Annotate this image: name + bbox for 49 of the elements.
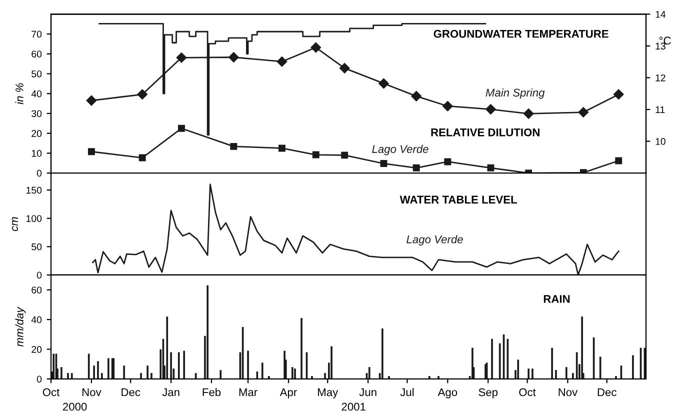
x-tick-label: Apr: [280, 388, 297, 398]
y-tick-label: 50: [32, 70, 42, 78]
x-tick-label: Ago: [438, 388, 458, 398]
y-tick-label: 150: [26, 186, 42, 194]
text: 2001: [342, 402, 366, 411]
text: 2000: [63, 402, 87, 411]
series-label: Lago Verde: [406, 235, 463, 246]
series-label: Lago Verde: [372, 144, 428, 156]
y-tick-label: 0: [36, 272, 42, 279]
x-tick-label: Dec: [122, 388, 140, 396]
x-tick-label: Nov: [558, 388, 578, 396]
y-tick-label: 20: [32, 346, 42, 353]
x-tick-label: May: [318, 388, 338, 398]
y-tick-label: 0: [36, 170, 42, 177]
x-tick-label: Sep: [478, 388, 498, 398]
x-tick-label: Jun: [359, 388, 376, 396]
y2-tick-label: 10: [656, 138, 666, 145]
annotation: RAIN: [544, 295, 570, 303]
y-tick-label: 40: [31, 90, 42, 98]
x-tick-label: Jan: [162, 388, 180, 396]
y-tick-label: 10: [32, 150, 42, 157]
y2-tick-label: 12: [656, 74, 666, 82]
annotation: WATER TABLE LEVEL: [400, 196, 517, 204]
y-tick-label: 60: [32, 286, 42, 294]
y-tick-label: 30: [32, 110, 42, 118]
y-tick-label: 70: [32, 30, 42, 38]
annotation: RELATIVE DILUTION: [431, 128, 540, 136]
annotation: GROUNDWATER TEMPERATURE: [434, 30, 608, 38]
y2-tick-label: 11: [656, 106, 665, 114]
x-tick-label: Nov: [82, 388, 102, 396]
y-tick-label: 100: [26, 215, 42, 222]
x-tick-label: Oct: [519, 388, 536, 396]
y-tick-label: 50: [32, 243, 42, 250]
x-tick-label: Mar: [239, 388, 258, 396]
y-tick-label: 40: [31, 316, 42, 324]
y-axis-title: cm: [12, 217, 18, 232]
y2-tick-label: 14: [656, 10, 666, 18]
series-label: Main Spring: [486, 88, 545, 99]
y-tick-label: 0: [36, 376, 42, 383]
y-tick-label: 20: [32, 130, 42, 137]
y-axis-title: mm/day: [15, 306, 26, 347]
x-tick-label: Dec: [598, 388, 616, 396]
x-tick-label: Feb: [202, 388, 221, 396]
y2-tick-label: 13: [656, 42, 666, 50]
y-axis-title: in %: [15, 83, 24, 104]
y2-axis-title: °C: [659, 36, 671, 45]
y-tick-label: 60: [32, 50, 42, 58]
x-tick-label: Oct: [42, 388, 60, 396]
x-tick-label: Jul: [400, 388, 414, 396]
